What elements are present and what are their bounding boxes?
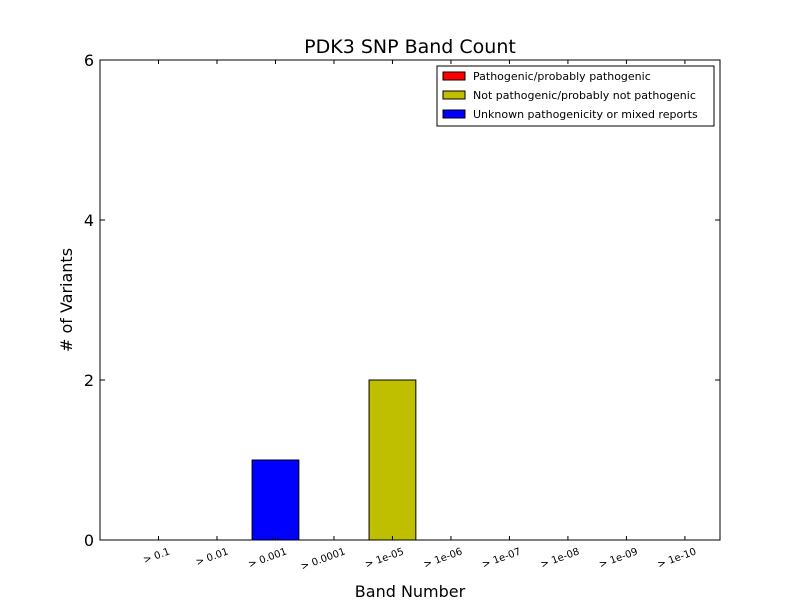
- x-tick-label: > 0.001: [247, 546, 289, 570]
- y-tick-label: 0: [84, 531, 94, 550]
- legend-swatch: [442, 71, 466, 81]
- x-tick-label: > 1e-07: [481, 546, 523, 570]
- y-tick-label: 6: [84, 51, 94, 70]
- x-tick-label: > 0.1: [142, 546, 172, 566]
- x-axis-label: Band Number: [355, 582, 466, 600]
- legend: Pathogenic/probably pathogenic Not pathog…: [436, 65, 715, 127]
- x-tick-label: > 1e-06: [422, 546, 464, 570]
- y-tick-label: 4: [84, 211, 94, 230]
- bars-group: [251, 379, 417, 541]
- x-tick-label: > 1e-05: [364, 546, 406, 570]
- legend-label: Not pathogenic/probably not pathogenic: [473, 89, 696, 102]
- legend-frame: [436, 65, 715, 127]
- bar-5-series-2: [368, 379, 417, 541]
- legend-label: Unknown pathogenicity or mixed reports: [473, 108, 698, 121]
- plot-frame: [99, 59, 721, 541]
- x-tick-label: > 1e-09: [598, 546, 640, 570]
- chart-title: PDK3 SNP Band Count: [304, 36, 516, 58]
- x-tick-label: > 0.01: [194, 546, 230, 568]
- legend-label: Pathogenic/probably pathogenic: [473, 70, 651, 83]
- x-tick-label: > 1e-10: [656, 546, 698, 570]
- x-tick-label: > 0.0001: [299, 546, 347, 572]
- legend-swatch: [442, 109, 466, 119]
- legend-swatch: [442, 90, 466, 100]
- y-tick-label: 2: [84, 371, 94, 390]
- bar-3-series-3: [251, 459, 300, 541]
- x-tick-label: > 1e-08: [539, 546, 581, 570]
- y-axis-label: # of Variants: [57, 248, 76, 352]
